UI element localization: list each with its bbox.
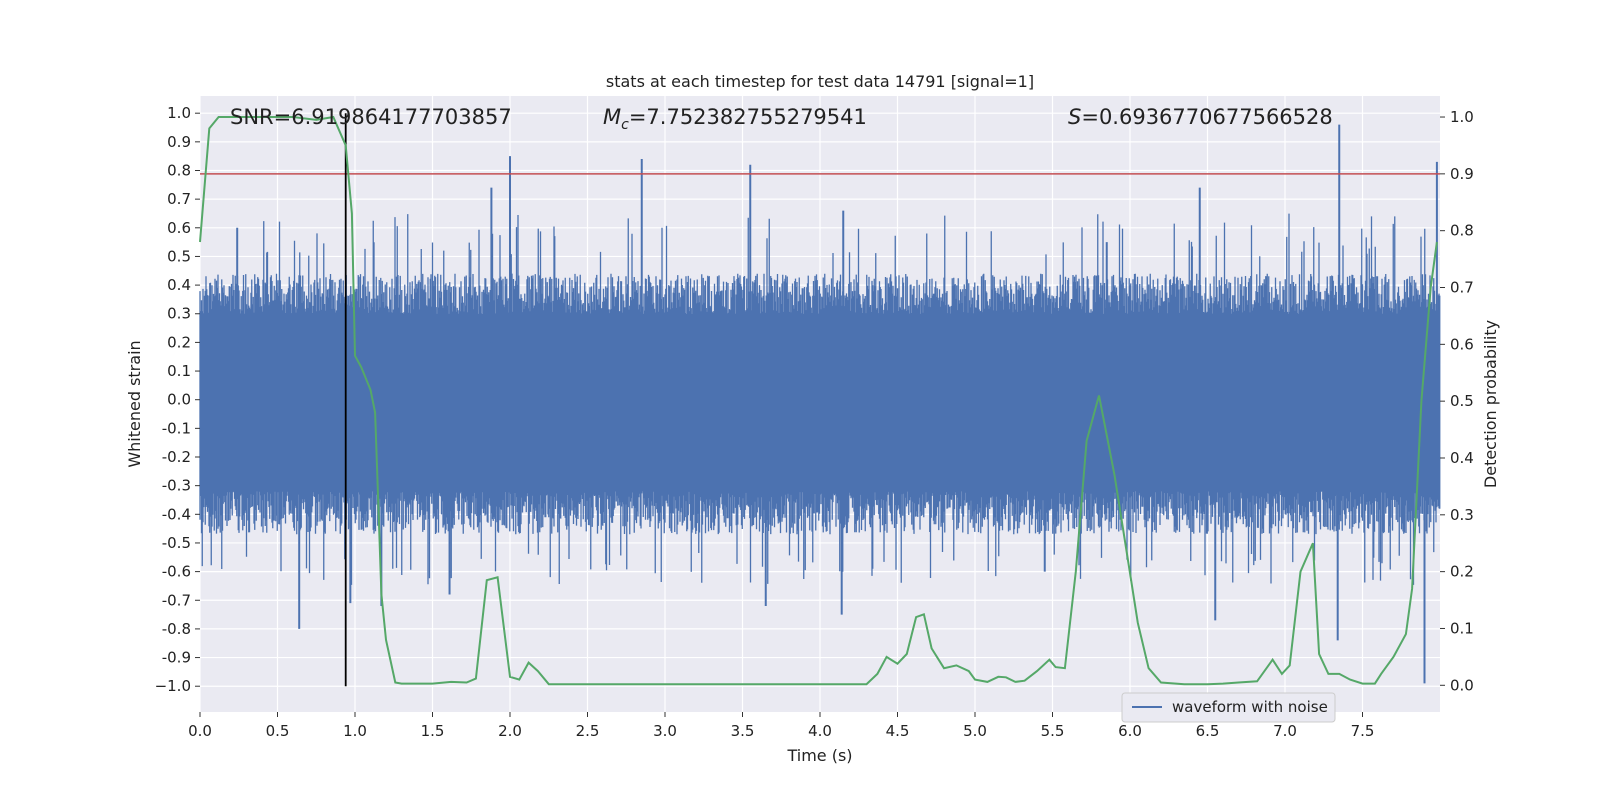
y-axis-label-right: Detection probability xyxy=(1481,320,1500,488)
y-right-tick-label: 0.8 xyxy=(1450,222,1474,240)
x-tick-label: 0.0 xyxy=(188,722,212,740)
chart-title: stats at each timestep for test data 147… xyxy=(606,72,1034,91)
y-right-tick-label: 0.9 xyxy=(1450,165,1474,183)
y-left-tick-label: 1.0 xyxy=(167,104,191,122)
y-right-tick-label: 0.2 xyxy=(1450,563,1474,581)
y-left-tick-label: 0.2 xyxy=(167,333,191,351)
y-left-tick-label: 0.4 xyxy=(167,276,191,294)
x-tick-label: 7.5 xyxy=(1351,722,1375,740)
y-right-tick-label: 0.4 xyxy=(1450,449,1474,467)
y-left-tick-label: 0.7 xyxy=(167,190,191,208)
x-tick-label: 4.0 xyxy=(808,722,832,740)
y-right-tick-label: 0.3 xyxy=(1450,506,1474,524)
y-right-tick-label: 0.7 xyxy=(1450,279,1474,297)
y-left-tick-label: -0.8 xyxy=(162,620,191,638)
x-tick-label: 4.5 xyxy=(886,722,910,740)
x-tick-label: 5.5 xyxy=(1041,722,1065,740)
score-annotation: S=0.6936770677566528 xyxy=(1068,105,1333,129)
x-tick-label: 3.0 xyxy=(653,722,677,740)
x-tick-label: 2.0 xyxy=(498,722,522,740)
legend: waveform with noise xyxy=(1121,692,1336,723)
chirp-mass-value: =7.752382755279541 xyxy=(629,105,867,129)
y-left-tick-label: -0.2 xyxy=(162,448,191,466)
y-axis-label-left: Whitened strain xyxy=(125,340,144,467)
y-left-tick-label: -0.1 xyxy=(162,419,191,437)
x-tick-label: 0.5 xyxy=(266,722,290,740)
x-tick-label: 3.5 xyxy=(731,722,755,740)
y-right-tick-label: 1.0 xyxy=(1450,108,1474,126)
y-left-tick-label: -0.3 xyxy=(162,477,191,495)
detection-probability-line xyxy=(199,115,1438,686)
legend-box xyxy=(1121,692,1336,723)
chirp-mass-annotation: Mc=7.752382755279541 xyxy=(603,105,867,133)
y-left-tick-label: 0.0 xyxy=(167,391,191,409)
chirp-mass-symbol: M xyxy=(603,105,621,129)
y-left-tick-label: 0.5 xyxy=(167,247,191,265)
x-tick-label: 1.5 xyxy=(421,722,445,740)
y-right-tick-label: 0.5 xyxy=(1450,392,1474,410)
score-value: =0.6936770677566528 xyxy=(1081,105,1332,129)
snr-annotation: SNR=6.919864177703857 xyxy=(230,105,512,129)
y-left-tick-label: 0.8 xyxy=(167,161,191,179)
y-left-tick-label: 0.9 xyxy=(167,133,191,151)
x-tick-label: 1.0 xyxy=(343,722,367,740)
x-tick-label: 7.0 xyxy=(1273,722,1297,740)
legend-label-waveform: waveform with noise xyxy=(1172,698,1328,716)
y-right-tick-label: 0.6 xyxy=(1450,335,1474,353)
axes: 0.0 0.5 1.0 1.5 2.0 2.5 3.0 3.5 4.0 4.5 5.0 5.5 6.0 6… xyxy=(155,104,1474,740)
y-left-tick-label: 0.1 xyxy=(167,362,191,380)
y-left-tick-label: -0.6 xyxy=(162,563,191,581)
y-left-tick-label: -0.4 xyxy=(162,505,191,523)
waveform-series xyxy=(199,124,1441,684)
y-left-tick-label: 0.6 xyxy=(167,219,191,237)
overlay-series xyxy=(199,113,1440,687)
waveform-core-band xyxy=(200,342,1440,458)
x-tick-label: 6.5 xyxy=(1196,722,1220,740)
y-right-tick-label: 0.0 xyxy=(1450,676,1474,694)
y-left-tick-label: 0.3 xyxy=(167,305,191,323)
x-tick-label: 6.0 xyxy=(1118,722,1142,740)
score-symbol: S xyxy=(1068,105,1081,129)
y-left-tick-label: -0.5 xyxy=(162,534,191,552)
x-axis-label: Time (s) xyxy=(786,746,852,765)
y-right-tick-label: 0.1 xyxy=(1450,619,1474,637)
y-left-tick-label: −1.0 xyxy=(155,677,191,695)
y-left-tick-label: -0.7 xyxy=(162,591,191,609)
y-left-tick-label: -0.9 xyxy=(162,649,191,667)
x-tick-label: 2.5 xyxy=(576,722,600,740)
chirp-mass-subscript: c xyxy=(621,117,629,133)
x-tick-label: 5.0 xyxy=(963,722,987,740)
